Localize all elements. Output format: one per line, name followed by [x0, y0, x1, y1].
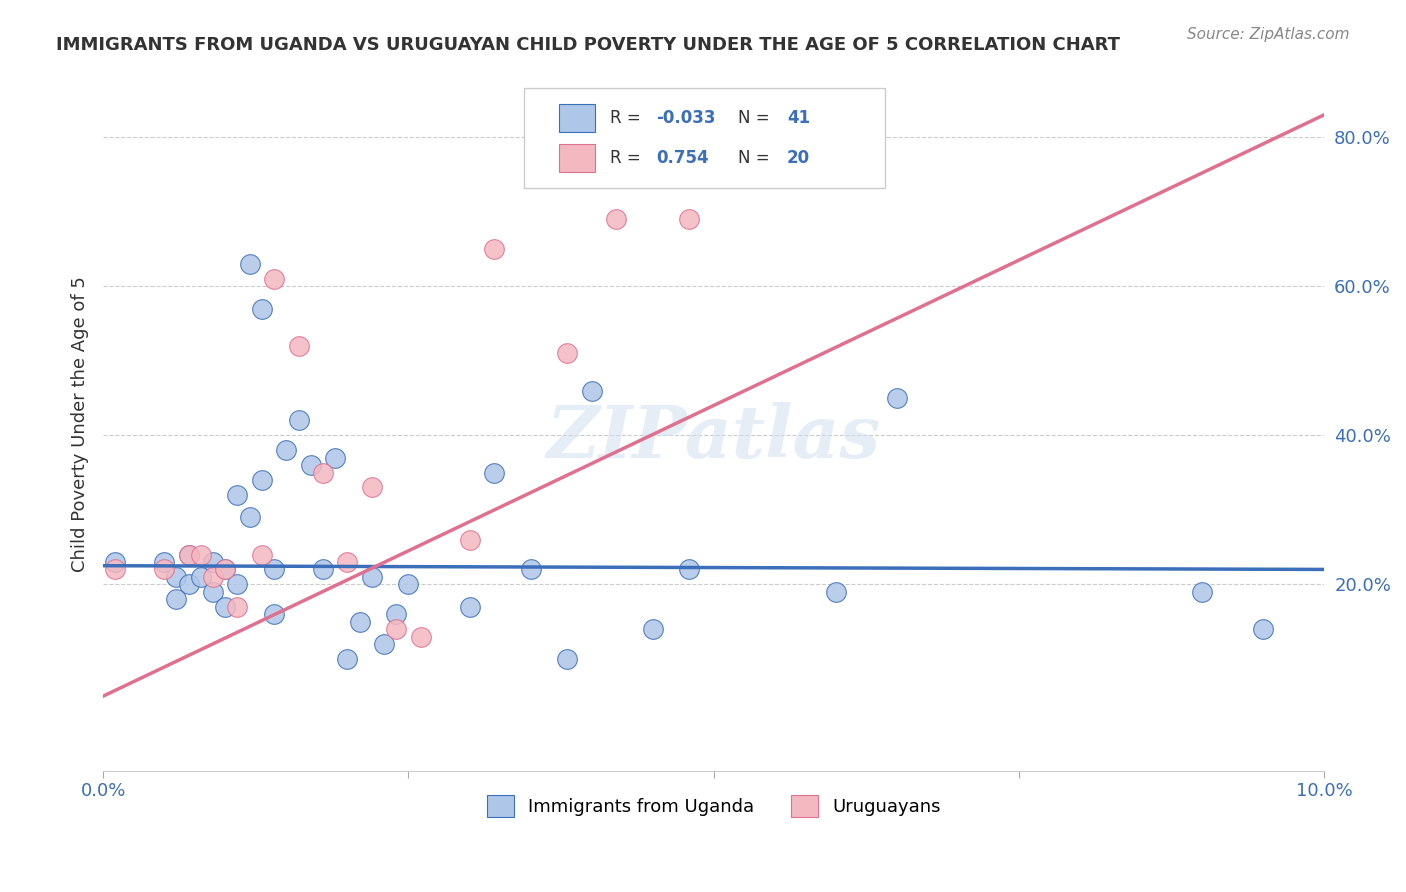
- Point: [336, 652, 359, 666]
- Point: [385, 622, 408, 636]
- Text: 41: 41: [787, 109, 810, 127]
- Point: [202, 584, 225, 599]
- Point: [299, 458, 322, 472]
- Point: [104, 555, 127, 569]
- Y-axis label: Child Poverty Under the Age of 5: Child Poverty Under the Age of 5: [72, 277, 89, 572]
- Point: [398, 577, 420, 591]
- Point: [226, 577, 249, 591]
- Point: [385, 607, 408, 622]
- Point: [226, 488, 249, 502]
- Point: [177, 548, 200, 562]
- Point: [276, 443, 298, 458]
- Point: [678, 562, 700, 576]
- Point: [312, 466, 335, 480]
- Point: [825, 584, 848, 599]
- FancyBboxPatch shape: [558, 144, 595, 172]
- Point: [202, 570, 225, 584]
- Point: [323, 450, 346, 465]
- Point: [202, 555, 225, 569]
- Text: IMMIGRANTS FROM UGANDA VS URUGUAYAN CHILD POVERTY UNDER THE AGE OF 5 CORRELATION: IMMIGRANTS FROM UGANDA VS URUGUAYAN CHIL…: [56, 36, 1121, 54]
- Point: [153, 555, 176, 569]
- Point: [287, 339, 309, 353]
- Point: [239, 257, 262, 271]
- Text: 0.754: 0.754: [657, 149, 709, 167]
- Point: [555, 346, 578, 360]
- Text: ZIPatlas: ZIPatlas: [547, 402, 880, 474]
- Text: 20: 20: [787, 149, 810, 167]
- Point: [177, 577, 200, 591]
- Point: [1191, 584, 1213, 599]
- Point: [239, 510, 262, 524]
- Point: [190, 548, 212, 562]
- Point: [482, 242, 505, 256]
- Point: [678, 212, 700, 227]
- Point: [482, 466, 505, 480]
- Point: [165, 592, 187, 607]
- Text: R =: R =: [610, 149, 645, 167]
- Point: [409, 630, 432, 644]
- Point: [214, 562, 236, 576]
- Point: [165, 570, 187, 584]
- Point: [641, 622, 664, 636]
- Point: [263, 562, 285, 576]
- Point: [177, 548, 200, 562]
- Text: N =: N =: [738, 149, 775, 167]
- Point: [360, 480, 382, 494]
- Point: [214, 599, 236, 614]
- Point: [458, 533, 481, 547]
- Point: [153, 562, 176, 576]
- Point: [519, 562, 541, 576]
- Point: [263, 271, 285, 285]
- Point: [250, 548, 273, 562]
- Point: [886, 391, 908, 405]
- Point: [287, 413, 309, 427]
- Point: [190, 570, 212, 584]
- Point: [1253, 622, 1275, 636]
- Point: [250, 301, 273, 316]
- Point: [349, 615, 371, 629]
- Point: [336, 555, 359, 569]
- Point: [360, 570, 382, 584]
- Point: [555, 652, 578, 666]
- Text: -0.033: -0.033: [657, 109, 716, 127]
- Text: N =: N =: [738, 109, 775, 127]
- Point: [581, 384, 603, 398]
- Point: [605, 212, 627, 227]
- Point: [312, 562, 335, 576]
- Point: [263, 607, 285, 622]
- Point: [458, 599, 481, 614]
- Point: [104, 562, 127, 576]
- Text: Source: ZipAtlas.com: Source: ZipAtlas.com: [1187, 27, 1350, 42]
- Point: [226, 599, 249, 614]
- Legend: Immigrants from Uganda, Uruguayans: Immigrants from Uganda, Uruguayans: [479, 788, 948, 824]
- Point: [250, 473, 273, 487]
- FancyBboxPatch shape: [558, 103, 595, 131]
- Text: R =: R =: [610, 109, 645, 127]
- Point: [214, 562, 236, 576]
- Point: [373, 637, 395, 651]
- FancyBboxPatch shape: [524, 87, 884, 188]
